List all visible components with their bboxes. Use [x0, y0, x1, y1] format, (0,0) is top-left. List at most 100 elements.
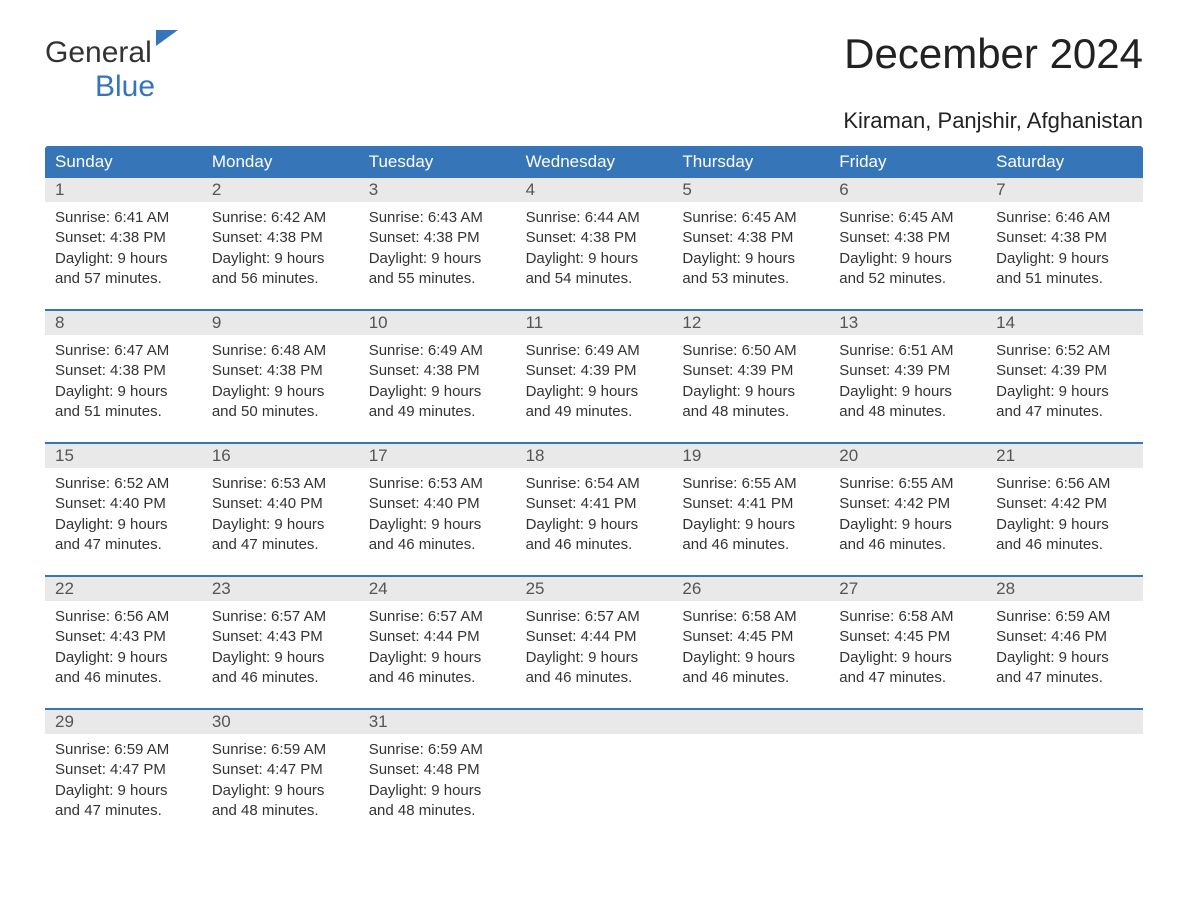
day-cell: Sunrise: 6:59 AMSunset: 4:47 PMDaylight:…: [202, 734, 359, 823]
day-cell: Sunrise: 6:55 AMSunset: 4:41 PMDaylight:…: [672, 468, 829, 557]
day-cell: Sunrise: 6:54 AMSunset: 4:41 PMDaylight:…: [516, 468, 673, 557]
day-cell: Sunrise: 6:58 AMSunset: 4:45 PMDaylight:…: [829, 601, 986, 690]
logo-flag-icon: [156, 30, 178, 46]
day-d1: Daylight: 9 hours: [212, 249, 349, 269]
day-d1: Daylight: 9 hours: [369, 781, 506, 801]
day-cell: Sunrise: 6:50 AMSunset: 4:39 PMDaylight:…: [672, 335, 829, 424]
day-d2: and 53 minutes.: [682, 269, 819, 289]
day-d2: and 46 minutes.: [682, 668, 819, 688]
daynum-row: 891011121314: [45, 311, 1143, 335]
week-row: 891011121314Sunrise: 6:47 AMSunset: 4:38…: [45, 309, 1143, 424]
day-d2: and 46 minutes.: [526, 668, 663, 688]
day-d2: and 56 minutes.: [212, 269, 349, 289]
day-d2: and 51 minutes.: [55, 402, 192, 422]
day-cell: Sunrise: 6:44 AMSunset: 4:38 PMDaylight:…: [516, 202, 673, 291]
day-number: 11: [516, 311, 673, 335]
week-row: 1234567Sunrise: 6:41 AMSunset: 4:38 PMDa…: [45, 178, 1143, 291]
day-d2: and 48 minutes.: [369, 801, 506, 821]
day-sunset: Sunset: 4:39 PM: [996, 361, 1133, 381]
day-d2: and 48 minutes.: [682, 402, 819, 422]
day-number: [516, 710, 673, 734]
day-sunrise: Sunrise: 6:49 AM: [526, 341, 663, 361]
daynum-row: 1234567: [45, 178, 1143, 202]
day-cell: Sunrise: 6:46 AMSunset: 4:38 PMDaylight:…: [986, 202, 1143, 291]
day-cell: [516, 734, 673, 823]
day-sunrise: Sunrise: 6:50 AM: [682, 341, 819, 361]
day-d1: Daylight: 9 hours: [682, 648, 819, 668]
day-sunset: Sunset: 4:42 PM: [996, 494, 1133, 514]
day-d2: and 47 minutes.: [996, 402, 1133, 422]
day-d2: and 51 minutes.: [996, 269, 1133, 289]
day-sunrise: Sunrise: 6:45 AM: [682, 208, 819, 228]
day-d2: and 46 minutes.: [526, 535, 663, 555]
day-d2: and 47 minutes.: [55, 801, 192, 821]
day-sunset: Sunset: 4:45 PM: [839, 627, 976, 647]
day-d1: Daylight: 9 hours: [369, 648, 506, 668]
day-d2: and 46 minutes.: [839, 535, 976, 555]
day-d1: Daylight: 9 hours: [839, 515, 976, 535]
day-sunset: Sunset: 4:41 PM: [526, 494, 663, 514]
day-sunrise: Sunrise: 6:51 AM: [839, 341, 976, 361]
day-cell: Sunrise: 6:57 AMSunset: 4:43 PMDaylight:…: [202, 601, 359, 690]
day-sunrise: Sunrise: 6:57 AM: [526, 607, 663, 627]
day-number: 30: [202, 710, 359, 734]
day-d2: and 49 minutes.: [369, 402, 506, 422]
day-cell: Sunrise: 6:49 AMSunset: 4:39 PMDaylight:…: [516, 335, 673, 424]
day-sunrise: Sunrise: 6:59 AM: [996, 607, 1133, 627]
day-cell: Sunrise: 6:52 AMSunset: 4:40 PMDaylight:…: [45, 468, 202, 557]
day-number: 22: [45, 577, 202, 601]
day-number: 18: [516, 444, 673, 468]
day-d2: and 47 minutes.: [55, 535, 192, 555]
day-sunrise: Sunrise: 6:41 AM: [55, 208, 192, 228]
day-sunset: Sunset: 4:38 PM: [839, 228, 976, 248]
day-cell: Sunrise: 6:58 AMSunset: 4:45 PMDaylight:…: [672, 601, 829, 690]
day-cell: Sunrise: 6:42 AMSunset: 4:38 PMDaylight:…: [202, 202, 359, 291]
day-number: 16: [202, 444, 359, 468]
day-number: [829, 710, 986, 734]
day-d2: and 49 minutes.: [526, 402, 663, 422]
day-d2: and 57 minutes.: [55, 269, 192, 289]
day-cell: [672, 734, 829, 823]
day-sunrise: Sunrise: 6:55 AM: [839, 474, 976, 494]
day-sunrise: Sunrise: 6:52 AM: [55, 474, 192, 494]
day-number: 14: [986, 311, 1143, 335]
day-number: 10: [359, 311, 516, 335]
dow-wednesday: Wednesday: [516, 146, 673, 178]
day-number: 19: [672, 444, 829, 468]
day-cell: Sunrise: 6:41 AMSunset: 4:38 PMDaylight:…: [45, 202, 202, 291]
day-sunrise: Sunrise: 6:56 AM: [55, 607, 192, 627]
title-block: December 2024: [844, 30, 1143, 78]
day-d2: and 46 minutes.: [212, 668, 349, 688]
day-d1: Daylight: 9 hours: [996, 515, 1133, 535]
day-cell: Sunrise: 6:47 AMSunset: 4:38 PMDaylight:…: [45, 335, 202, 424]
day-d1: Daylight: 9 hours: [682, 515, 819, 535]
header: General Blue December 2024: [45, 30, 1143, 102]
day-sunset: Sunset: 4:38 PM: [55, 228, 192, 248]
day-sunset: Sunset: 4:39 PM: [526, 361, 663, 381]
day-sunrise: Sunrise: 6:59 AM: [212, 740, 349, 760]
week-row: 22232425262728Sunrise: 6:56 AMSunset: 4:…: [45, 575, 1143, 690]
day-d2: and 46 minutes.: [369, 668, 506, 688]
day-sunrise: Sunrise: 6:52 AM: [996, 341, 1133, 361]
day-sunrise: Sunrise: 6:53 AM: [369, 474, 506, 494]
day-d1: Daylight: 9 hours: [369, 249, 506, 269]
day-number: 8: [45, 311, 202, 335]
day-sunrise: Sunrise: 6:56 AM: [996, 474, 1133, 494]
day-cell: Sunrise: 6:45 AMSunset: 4:38 PMDaylight:…: [672, 202, 829, 291]
day-d2: and 50 minutes.: [212, 402, 349, 422]
day-number: 24: [359, 577, 516, 601]
day-sunset: Sunset: 4:39 PM: [682, 361, 819, 381]
page-subtitle: Kiraman, Panjshir, Afghanistan: [45, 108, 1143, 134]
day-d2: and 47 minutes.: [996, 668, 1133, 688]
day-sunset: Sunset: 4:44 PM: [526, 627, 663, 647]
day-cell: Sunrise: 6:56 AMSunset: 4:42 PMDaylight:…: [986, 468, 1143, 557]
day-cell: Sunrise: 6:51 AMSunset: 4:39 PMDaylight:…: [829, 335, 986, 424]
day-number: 13: [829, 311, 986, 335]
day-d2: and 55 minutes.: [369, 269, 506, 289]
day-d1: Daylight: 9 hours: [996, 249, 1133, 269]
day-sunset: Sunset: 4:47 PM: [55, 760, 192, 780]
day-cell: Sunrise: 6:48 AMSunset: 4:38 PMDaylight:…: [202, 335, 359, 424]
dow-sunday: Sunday: [45, 146, 202, 178]
day-d1: Daylight: 9 hours: [682, 249, 819, 269]
day-number: 15: [45, 444, 202, 468]
